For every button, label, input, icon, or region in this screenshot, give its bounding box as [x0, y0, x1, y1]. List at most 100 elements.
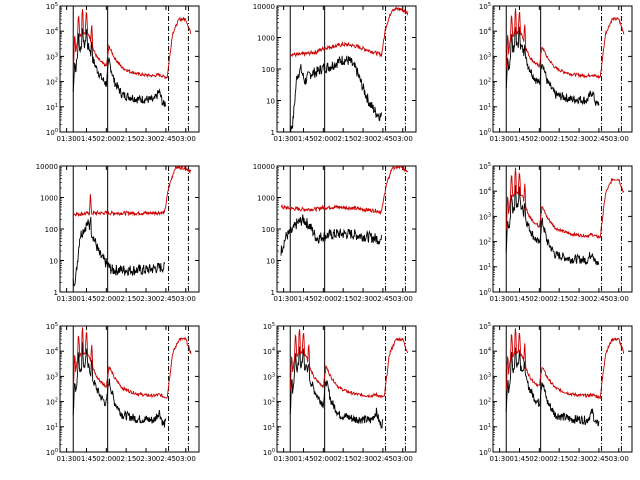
x-tick-label: 02:00: [529, 455, 549, 463]
y-tick-label: 105: [479, 322, 491, 331]
plot-frame: [276, 5, 417, 133]
plot-frame: [276, 165, 417, 293]
y-tick-label: 103: [479, 52, 491, 61]
series-events-line: [72, 28, 167, 107]
x-tick-label: 02:30: [136, 455, 156, 463]
series-lld-line: [72, 9, 192, 80]
x-tick-label: 01:45: [293, 135, 313, 143]
y-tick-label: 105: [479, 162, 491, 171]
x-tick-label: 02:00: [313, 135, 333, 143]
y-tick-label: 105: [46, 2, 58, 11]
y-tick-label: 104: [263, 347, 275, 356]
y-tick-label: 105: [479, 2, 491, 11]
y-tick-label: 100: [262, 226, 275, 234]
x-tick-label: 02:00: [529, 295, 549, 303]
y-tick-label: 1000: [257, 195, 275, 203]
x-tick-label: 01:45: [509, 135, 529, 143]
y-tick-label: 10: [49, 258, 58, 266]
x-tick-label: 02:30: [569, 455, 589, 463]
x-tick-label: 03:00: [393, 455, 413, 463]
x-tick-label: 03:00: [176, 295, 196, 303]
x-tick-label: 01:30: [490, 135, 510, 143]
x-tick-label: 03:00: [609, 295, 629, 303]
y-tick-label: 105: [46, 322, 58, 331]
y-tick-label: 10: [266, 258, 275, 266]
series-lld-line: [505, 328, 625, 400]
x-tick-label: 01:30: [57, 295, 77, 303]
series-events-line: [280, 214, 382, 256]
y-tick-label: 100: [479, 288, 491, 297]
x-tick-label: 02:00: [529, 135, 549, 143]
y-tick-label: 104: [46, 347, 58, 356]
x-tick-label: 02:30: [353, 455, 373, 463]
plot-frame: [492, 165, 633, 293]
series-events-line: [505, 26, 600, 106]
series-lld-line: [290, 6, 409, 58]
y-tick-label: 10: [266, 98, 275, 106]
y-tick-label: 1: [271, 129, 275, 137]
series-events-line: [505, 347, 600, 427]
series-events-line: [72, 216, 165, 287]
x-tick-label: 02:45: [156, 135, 176, 143]
y-tick-label: 100: [46, 128, 58, 137]
plot-frame: [59, 325, 200, 453]
y-tick-label: 100: [479, 448, 491, 457]
y-tick-label: 1000: [40, 195, 58, 203]
y-tick-label: 101: [479, 103, 491, 112]
y-tick-label: 100: [262, 66, 275, 74]
plot-frame: [276, 325, 417, 453]
y-tick-label: 100: [45, 226, 58, 234]
y-tick-label: 103: [479, 372, 491, 381]
chart-panel-3: 01:30 01:45 02:00 02:15 02:30 02:45 03:00 100 10…: [479, 2, 633, 143]
x-tick-label: 02:00: [313, 295, 333, 303]
x-tick-label: 02:45: [373, 295, 393, 303]
x-tick-label: 03:00: [176, 135, 196, 143]
plot-frame: [59, 5, 200, 133]
y-tick-label: 10000: [253, 3, 275, 11]
x-tick-label: 01:30: [274, 455, 294, 463]
y-tick-label: 103: [263, 372, 275, 381]
x-tick-label: 01:45: [509, 455, 529, 463]
y-tick-label: 102: [46, 398, 58, 407]
y-tick-label: 101: [46, 423, 58, 432]
x-tick-label: 03:00: [609, 455, 629, 463]
x-tick-label: 02:15: [116, 295, 136, 303]
y-tick-label: 100: [263, 448, 275, 457]
y-tick-label: 102: [479, 238, 491, 247]
x-tick-label: 02:45: [589, 295, 609, 303]
y-tick-label: 104: [46, 27, 58, 36]
y-tick-label: 103: [479, 212, 491, 221]
x-tick-label: 02:45: [156, 455, 176, 463]
x-tick-label: 02:15: [549, 295, 569, 303]
x-tick-label: 02:45: [373, 135, 393, 143]
x-tick-label: 02:15: [333, 135, 353, 143]
y-tick-label: 102: [479, 398, 491, 407]
chart-panel-6: 01:30 01:45 02:00 02:15 02:30 02:45 03:00 100 10…: [479, 162, 633, 303]
chart-panel-2: 01:30 01:45 02:00 02:15 02:30 02:45 03:00 1 10 10…: [253, 3, 417, 143]
chart-panel-9: 01:30 01:45 02:00 02:15 02:30 02:45 03:00 100 10…: [479, 322, 633, 463]
y-tick-label: 102: [263, 398, 275, 407]
series-lld-line: [280, 166, 409, 216]
plot-frame: [492, 325, 633, 453]
y-tick-label: 1: [54, 289, 58, 297]
y-tick-label: 10000: [36, 163, 58, 171]
series-lld-line: [505, 8, 625, 79]
y-tick-label: 103: [46, 372, 58, 381]
x-tick-label: 02:30: [569, 295, 589, 303]
x-tick-label: 01:45: [76, 295, 96, 303]
series-events-line: [290, 55, 382, 132]
y-tick-label: 101: [479, 263, 491, 272]
y-tick-label: 100: [46, 448, 58, 457]
x-tick-label: 02:00: [96, 135, 116, 143]
x-tick-label: 01:45: [293, 295, 313, 303]
x-tick-label: 02:15: [549, 135, 569, 143]
y-tick-label: 104: [479, 187, 491, 196]
x-tick-label: 02:30: [136, 135, 156, 143]
x-tick-label: 02:45: [589, 135, 609, 143]
y-tick-label: 1: [271, 289, 275, 297]
x-tick-label: 03:00: [176, 455, 196, 463]
x-tick-label: 02:00: [96, 295, 116, 303]
chart-panel-5: 01:30 01:45 02:00 02:15 02:30 02:45 03:00 1 10 10…: [253, 163, 417, 303]
x-tick-label: 01:45: [293, 455, 313, 463]
